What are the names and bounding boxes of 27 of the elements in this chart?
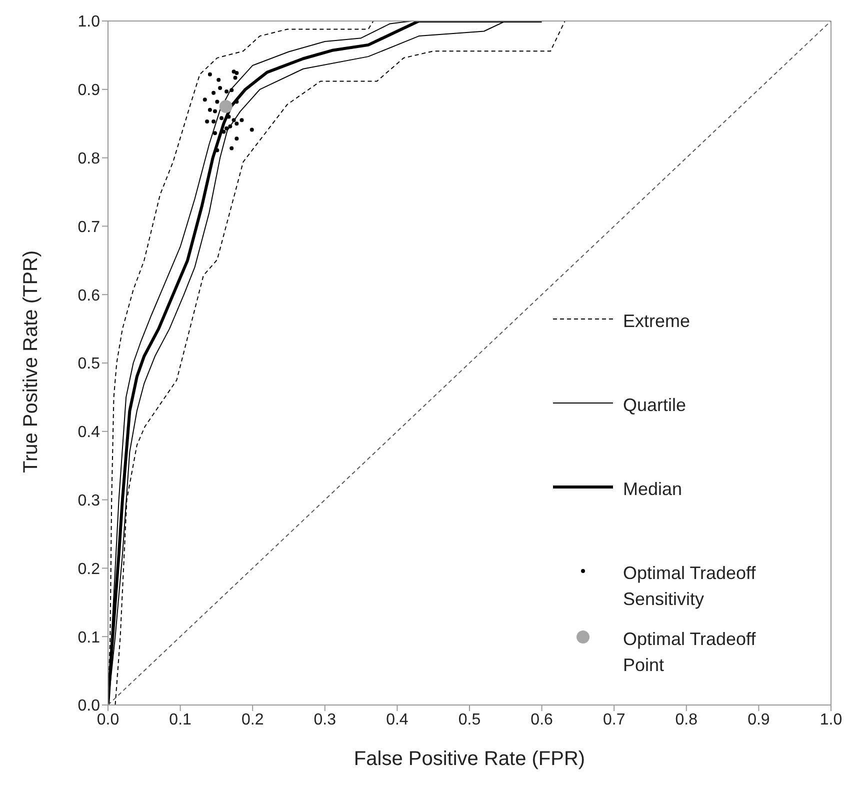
x-tick-label: 1.0 — [820, 711, 842, 728]
y-tick-label: 0.7 — [78, 218, 100, 236]
y-tick-label: 0.3 — [78, 492, 100, 510]
legend-label: Quartile — [623, 394, 688, 417]
x-tick-label: 0.2 — [241, 711, 264, 728]
legend-label: Extreme — [623, 310, 692, 333]
y-axis-title: True Positive Rate (TPR) — [20, 250, 42, 473]
x-tick-label: 0.7 — [602, 711, 626, 728]
x-axis-title: False Positive Rate (FPR) — [354, 748, 586, 770]
x-tick-label: 0.6 — [530, 711, 554, 728]
y-tick-label: 0.9 — [78, 82, 100, 100]
legend-label: Optimal Tradeoff Point — [623, 628, 757, 677]
x-tick-label: 0.9 — [748, 711, 770, 728]
x-tick-label: 0.1 — [169, 711, 192, 728]
y-tick-label: 0.1 — [78, 629, 100, 646]
legend-label: Median — [623, 478, 684, 501]
x-tick-label: 0.5 — [458, 711, 481, 728]
y-tick-label: 0.8 — [78, 150, 100, 168]
x-tick-label: 0.8 — [675, 711, 698, 728]
y-tick-label: 1.0 — [78, 14, 100, 31]
x-tick-label: 0.3 — [314, 711, 336, 728]
y-tick-label: 0.6 — [78, 287, 100, 304]
x-tick-label: 0.4 — [386, 711, 408, 728]
legend-label: Optimal Tradeoff Sensitivity — [623, 562, 757, 611]
y-tick-label: 0.2 — [78, 560, 100, 578]
y-tick-label: 0.5 — [78, 356, 100, 373]
y-tick-label: 0.4 — [78, 424, 100, 442]
